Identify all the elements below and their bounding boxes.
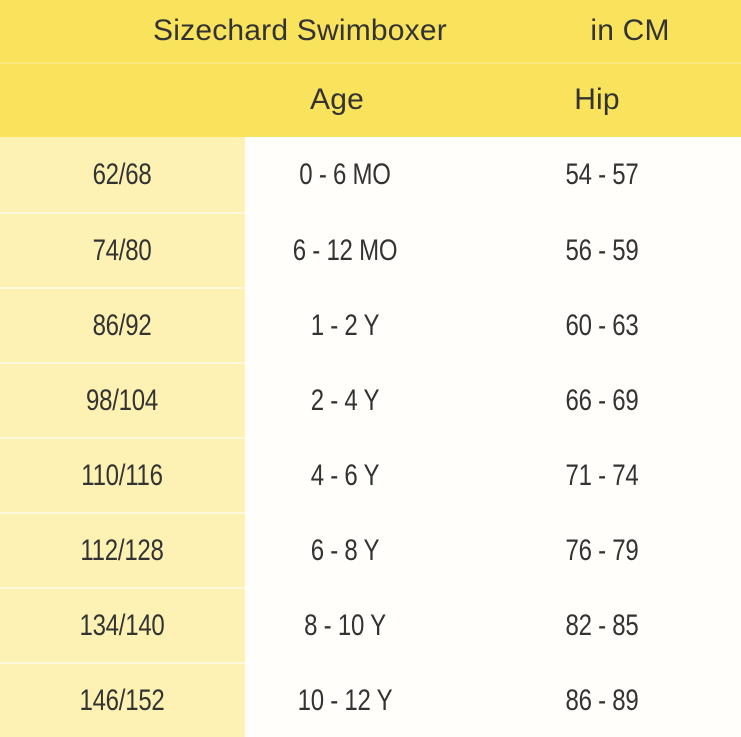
table-row: 62/68 0 - 6 MO 54 - 57 [0, 137, 741, 212]
size-cell: 112/128 [80, 533, 164, 567]
size-cell: 74/80 [92, 233, 152, 267]
table-row: 74/80 6 - 12 MO 56 - 59 [0, 212, 741, 287]
chart-title: Sizechard Swimboxer [153, 14, 447, 47]
table-row: 110/116 4 - 6 Y 71 - 74 [0, 437, 741, 512]
age-cell: 0 - 6 MO [299, 157, 391, 191]
column-header-hip: Hip [574, 82, 620, 116]
chart-header: Sizechard Swimboxer in CM Age Hip [0, 0, 741, 137]
age-cell: 8 - 10 Y [304, 608, 386, 642]
size-cell: 134/140 [79, 608, 165, 642]
size-cell: 110/116 [81, 458, 163, 492]
age-cell: 1 - 2 Y [310, 308, 380, 342]
hip-cell: 86 - 89 [565, 683, 639, 717]
table-row: 146/152 10 - 12 Y 86 - 89 [0, 662, 741, 737]
title-row: Sizechard Swimboxer in CM [0, 0, 741, 64]
age-cell: 10 - 12 Y [297, 683, 393, 717]
hip-cell: 54 - 57 [565, 157, 639, 191]
age-cell: 4 - 6 Y [310, 458, 380, 492]
size-table-body: 62/68 0 - 6 MO 54 - 57 74/80 6 - 12 MO 5… [0, 137, 741, 737]
table-row: 98/104 2 - 4 Y 66 - 69 [0, 362, 741, 437]
column-header-row: Age Hip [0, 64, 741, 135]
hip-cell: 82 - 85 [565, 608, 639, 642]
hip-cell: 76 - 79 [565, 533, 639, 567]
hip-cell: 66 - 69 [565, 383, 639, 417]
table-row: 112/128 6 - 8 Y 76 - 79 [0, 512, 741, 587]
hip-cell: 60 - 63 [565, 308, 639, 342]
table-row: 86/92 1 - 2 Y 60 - 63 [0, 287, 741, 362]
size-cell: 98/104 [86, 383, 158, 417]
size-cell: 146/152 [79, 683, 165, 717]
age-cell: 6 - 8 Y [310, 533, 380, 567]
age-cell: 6 - 12 MO [292, 233, 398, 267]
column-header-age: Age [310, 82, 364, 116]
age-cell: 2 - 4 Y [310, 383, 380, 417]
hip-cell: 56 - 59 [565, 233, 639, 267]
table-row: 134/140 8 - 10 Y 82 - 85 [0, 587, 741, 662]
size-cell: 86/92 [92, 308, 152, 342]
size-cell: 62/68 [92, 157, 152, 191]
unit-label: in CM [590, 14, 670, 47]
hip-cell: 71 - 74 [565, 458, 639, 492]
